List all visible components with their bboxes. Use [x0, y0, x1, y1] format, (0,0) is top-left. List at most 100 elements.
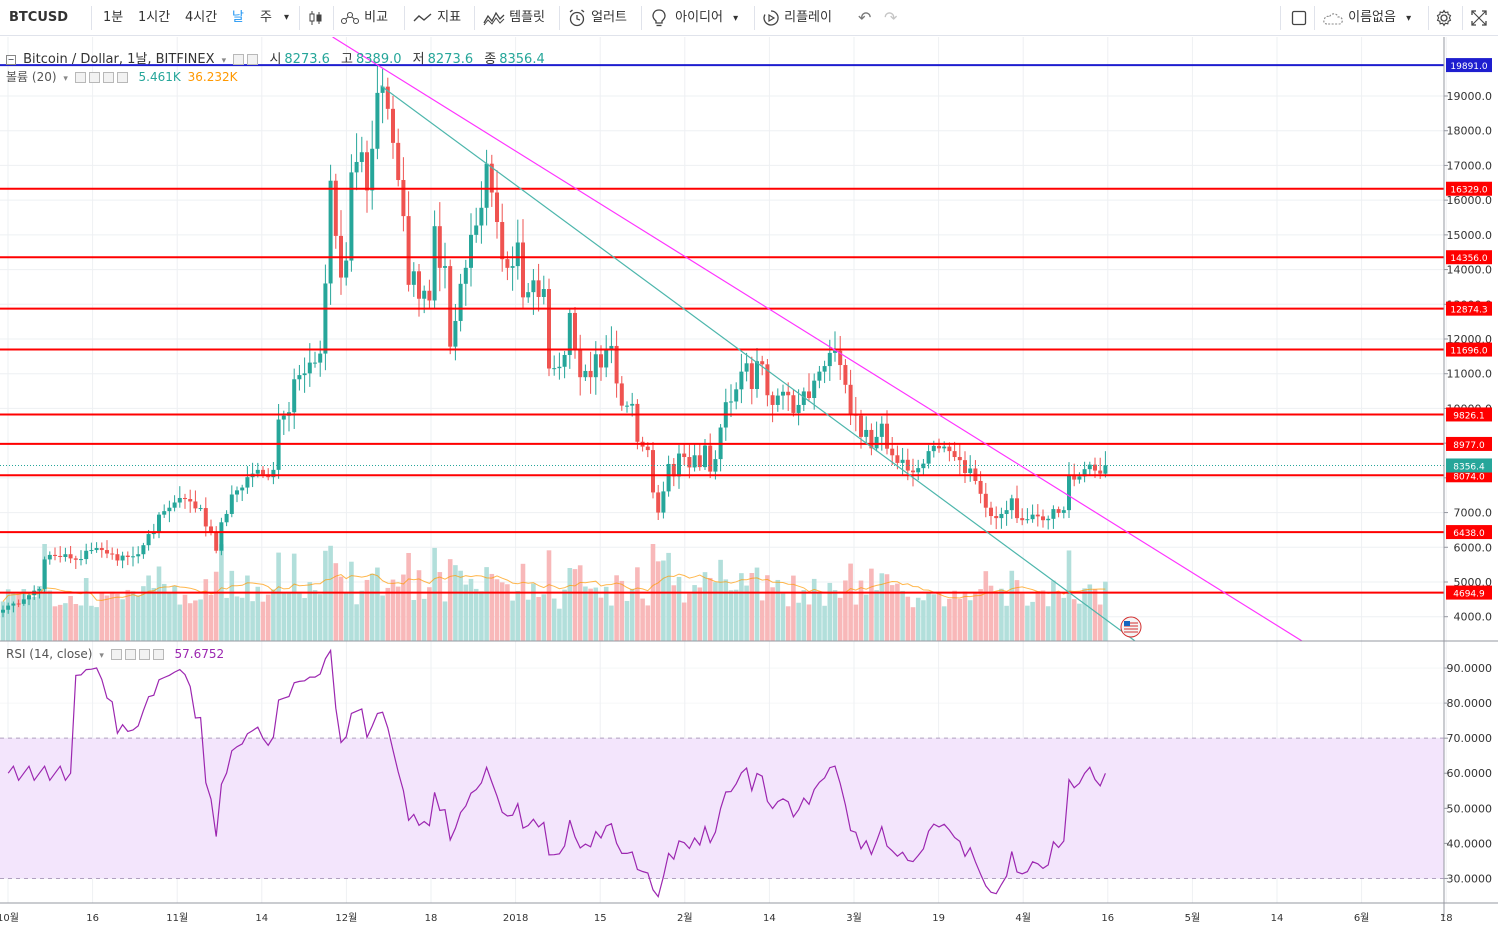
symbol-legend[interactable]: Bitcoin / Dollar, 1날, BITFINEX	[23, 52, 215, 67]
candle-body	[521, 242, 525, 298]
candle-body	[219, 522, 224, 551]
time-axis-label: 19	[932, 913, 945, 924]
settings-button[interactable]	[1435, 0, 1453, 36]
collapse-icon[interactable]: −	[6, 54, 16, 65]
interval-1d[interactable]: 날	[232, 10, 244, 25]
fullscreen-toggle-button[interactable]	[1291, 0, 1307, 36]
candle-body	[484, 163, 489, 208]
indicators-button[interactable]: 지표	[413, 0, 461, 36]
candle-body	[380, 86, 385, 93]
candle-body	[1087, 464, 1092, 470]
symbol-search[interactable]: BTCUSD	[9, 10, 69, 25]
volume-bar	[775, 579, 781, 641]
ideas-dropdown-icon[interactable]: ▾	[733, 13, 739, 24]
toolbar-divider	[559, 6, 560, 30]
layout-name-button[interactable]: 이름없음 ▾	[1322, 0, 1411, 36]
settings-mini-icon[interactable]	[247, 54, 259, 65]
ideas-button[interactable]: 아이디어 ▾	[651, 0, 738, 36]
settings-mini-icon[interactable]	[88, 72, 100, 83]
layout-dropdown-icon[interactable]: ▾	[1406, 13, 1412, 24]
maximize-button[interactable]	[1471, 0, 1487, 36]
candle-body	[68, 554, 73, 559]
interval-dropdown-icon[interactable]: ▾	[284, 12, 290, 23]
volume-bar	[713, 582, 718, 641]
remove-icon[interactable]	[152, 649, 164, 660]
candle-body	[281, 415, 286, 420]
interval-1w[interactable]: 주	[260, 10, 272, 25]
candle-body	[1067, 475, 1071, 511]
volume-bar	[1077, 603, 1082, 641]
price-axis-label: 7000.0	[1454, 507, 1493, 520]
volume-bar	[723, 579, 729, 641]
volume-bar	[172, 585, 177, 641]
volume-bar	[525, 599, 531, 641]
volume-bar	[213, 571, 219, 641]
interval-1h[interactable]: 1시간	[138, 10, 171, 25]
volume-bar	[661, 560, 666, 641]
volume-bar	[973, 591, 978, 641]
candlesticks	[1, 64, 1108, 618]
add-icon[interactable]	[102, 72, 114, 83]
candle-body	[370, 148, 375, 191]
candle-style-button[interactable]	[308, 0, 324, 36]
replay-button[interactable]: 리플레이	[762, 0, 832, 36]
interval-4h[interactable]: 4시간	[185, 10, 218, 25]
candle-body	[817, 371, 822, 381]
candle-body	[427, 290, 432, 301]
chart-container[interactable]: 10월 16 11월 14 12월 18 2018 15 2월 14 3월 19 4월 16 5월 14 6월 1…	[0, 37, 1498, 933]
volume-bar	[567, 568, 573, 641]
candle-body	[271, 469, 276, 478]
compare-button[interactable]: 비교	[340, 0, 388, 36]
volume-bar	[489, 573, 495, 641]
remove-icon[interactable]	[116, 72, 128, 83]
volume-bar	[37, 585, 42, 641]
candle-body	[625, 405, 629, 407]
volume-bar	[104, 595, 110, 641]
time-axis-label: 14	[255, 913, 268, 924]
last-price-tag	[1446, 458, 1492, 473]
add-icon[interactable]	[138, 649, 150, 660]
candle-body	[770, 395, 775, 405]
volume-bar	[151, 587, 157, 641]
volume-bar	[603, 586, 609, 641]
candle-body	[609, 345, 614, 350]
volume-bar	[401, 574, 406, 641]
redo-icon[interactable]: ↷	[884, 8, 898, 27]
eye-icon[interactable]	[233, 54, 245, 65]
rsi-name[interactable]: RSI (14, close)	[6, 647, 93, 661]
eye-icon[interactable]	[110, 649, 122, 660]
drawing-lines	[0, 37, 1444, 642]
volume-bar	[863, 594, 869, 641]
toolbar-divider	[641, 6, 642, 30]
rsi-dropdown-icon[interactable]: ▾	[99, 651, 104, 661]
eye-icon[interactable]	[74, 72, 86, 83]
chart-canvas[interactable]: 10월 16 11월 14 12월 18 2018 15 2월 14 3월 19 4월 16 5월 14 6월 1…	[0, 37, 1498, 933]
volume-bar	[245, 575, 250, 641]
volume-bar	[234, 596, 240, 641]
candle-body	[16, 603, 21, 605]
candle-body	[313, 362, 317, 364]
volume-bar	[47, 590, 53, 641]
lightbulb-icon	[652, 8, 666, 26]
volume-dropdown-icon[interactable]: ▾	[63, 74, 68, 84]
candle-body	[583, 370, 588, 378]
settings-mini-icon[interactable]	[124, 649, 136, 660]
layout-name-label: 이름없음	[1348, 10, 1396, 25]
undo-icon[interactable]: ↶	[858, 8, 872, 27]
volume-bar	[884, 574, 890, 641]
interval-1m[interactable]: 1분	[103, 10, 124, 25]
volume-name[interactable]: 볼륨 (20)	[6, 70, 57, 84]
volume-bar	[494, 579, 500, 641]
legend-dropdown-icon[interactable]: ▾	[221, 56, 227, 66]
templates-button[interactable]: 템플릿	[483, 0, 545, 36]
volume-bar	[406, 552, 411, 641]
alert-button[interactable]: 얼러트	[567, 0, 627, 36]
candle-body	[838, 350, 843, 366]
templates-label: 템플릿	[509, 10, 546, 25]
volume-bar	[655, 561, 661, 641]
candle-body	[453, 320, 458, 347]
rsi-axis-label: 50.0000	[1447, 802, 1493, 815]
candle-body	[172, 502, 177, 508]
price-axis-label: 15000.0	[1447, 229, 1493, 242]
candle-body	[240, 487, 245, 491]
